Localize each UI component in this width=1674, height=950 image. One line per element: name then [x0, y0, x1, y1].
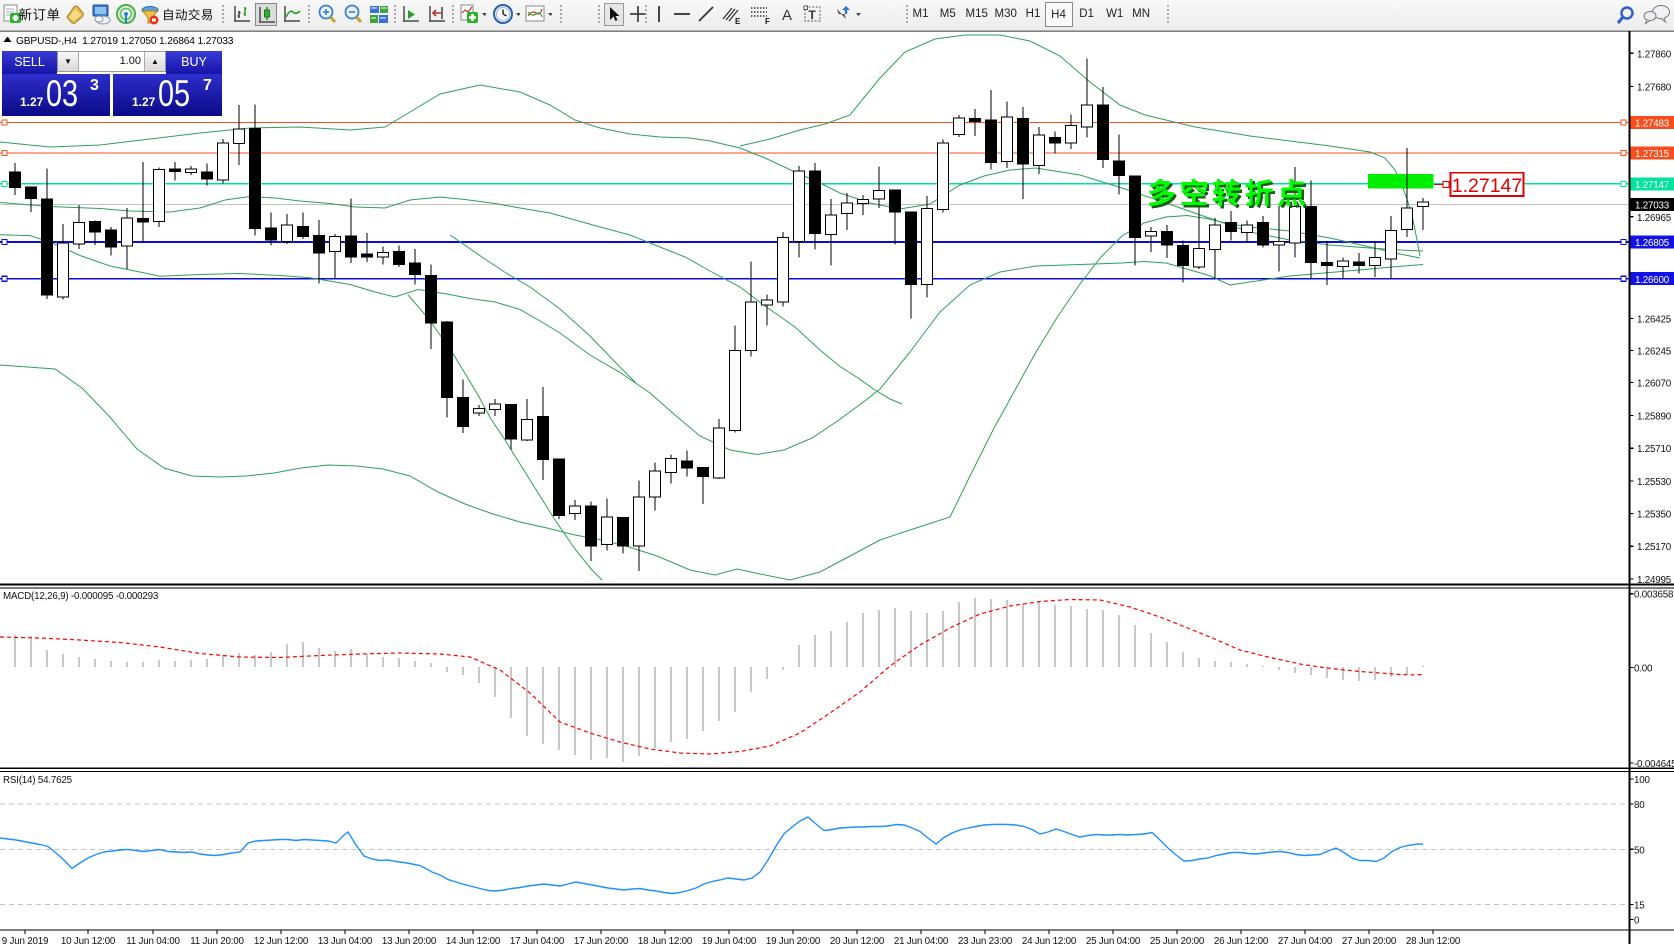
svg-text:1.26245: 1.26245	[1637, 347, 1672, 358]
svg-text:A: A	[782, 7, 792, 24]
svg-text:1.27147: 1.27147	[1452, 175, 1523, 197]
svg-text:11 Jun 20:00: 11 Jun 20:00	[190, 936, 244, 947]
svg-text:10 Jun 12:00: 10 Jun 12:00	[61, 936, 116, 947]
svg-text:MACD(12,26,9) -0.000095 -0.000: MACD(12,26,9) -0.000095 -0.000293	[3, 591, 159, 602]
svg-text:21 Jun 04:00: 21 Jun 04:00	[894, 936, 949, 947]
svg-text:1.26425: 1.26425	[1637, 315, 1672, 326]
svg-text:13 Jun 04:00: 13 Jun 04:00	[318, 936, 373, 947]
svg-text:28 Jun 12:00: 28 Jun 12:00	[1406, 936, 1461, 947]
svg-text:100: 100	[1634, 775, 1650, 786]
svg-text:1.27483: 1.27483	[1635, 119, 1670, 130]
svg-text:1.26600: 1.26600	[1635, 275, 1670, 286]
svg-text:9 Jun 2019: 9 Jun 2019	[2, 936, 48, 947]
svg-text:1.27680: 1.27680	[1637, 83, 1672, 94]
svg-text:1.25530: 1.25530	[1637, 477, 1672, 488]
svg-text:1.26965: 1.26965	[1637, 213, 1672, 224]
svg-text:1.27315: 1.27315	[1635, 149, 1670, 160]
svg-text:12 Jun 12:00: 12 Jun 12:00	[254, 936, 309, 947]
svg-text:19 Jun 20:00: 19 Jun 20:00	[766, 936, 821, 947]
svg-text:13 Jun 20:00: 13 Jun 20:00	[382, 936, 437, 947]
svg-text:-0.004645: -0.004645	[1634, 759, 1674, 770]
svg-text:F: F	[765, 17, 770, 26]
svg-text:24 Jun 12:00: 24 Jun 12:00	[1022, 936, 1077, 947]
svg-text:1.27860: 1.27860	[1637, 49, 1672, 60]
svg-text:23 Jun 23:00: 23 Jun 23:00	[958, 936, 1013, 947]
svg-text:1.27147: 1.27147	[1635, 180, 1669, 191]
svg-text:1.25890: 1.25890	[1637, 412, 1672, 423]
svg-text:19 Jun 04:00: 19 Jun 04:00	[702, 936, 757, 947]
svg-text:0.003658: 0.003658	[1634, 590, 1674, 601]
svg-text:27 Jun 20:00: 27 Jun 20:00	[1342, 936, 1397, 947]
svg-text:1.27033: 1.27033	[1635, 201, 1670, 212]
svg-text:1.25350: 1.25350	[1637, 510, 1672, 521]
svg-text:50: 50	[1634, 845, 1645, 856]
svg-text:18 Jun 12:00: 18 Jun 12:00	[638, 936, 693, 947]
svg-text:25 Jun 04:00: 25 Jun 04:00	[1086, 936, 1141, 947]
svg-text:25 Jun 20:00: 25 Jun 20:00	[1150, 936, 1205, 947]
svg-text:17 Jun 04:00: 17 Jun 04:00	[510, 936, 565, 947]
svg-text:1.26805: 1.26805	[1635, 238, 1670, 249]
svg-text:1.25170: 1.25170	[1637, 542, 1672, 553]
svg-text:17 Jun 20:00: 17 Jun 20:00	[574, 936, 629, 947]
svg-text:GBPUSD-,H4 1.27019 1.27050 1.: GBPUSD-,H4 1.27019 1.27050 1.26864 1.270…	[16, 36, 234, 47]
svg-text:15: 15	[1634, 901, 1645, 912]
svg-text:11 Jun 04:00: 11 Jun 04:00	[126, 936, 180, 947]
svg-text:1.25710: 1.25710	[1637, 444, 1672, 455]
svg-text:T: T	[809, 8, 817, 22]
svg-text:1.26070: 1.26070	[1637, 379, 1672, 390]
svg-text:80: 80	[1634, 800, 1645, 811]
svg-text:27 Jun 04:00: 27 Jun 04:00	[1278, 936, 1333, 947]
svg-text:0: 0	[1634, 915, 1640, 926]
svg-text:E: E	[735, 17, 741, 26]
svg-text:20 Jun 12:00: 20 Jun 12:00	[830, 936, 885, 947]
svg-text:RSI(14) 54.7625: RSI(14) 54.7625	[3, 775, 73, 786]
svg-text:14 Jun 12:00: 14 Jun 12:00	[446, 936, 501, 947]
svg-text:0.00: 0.00	[1634, 664, 1653, 675]
svg-text:26 Jun 12:00: 26 Jun 12:00	[1214, 936, 1269, 947]
svg-text:1.24995: 1.24995	[1637, 575, 1672, 586]
